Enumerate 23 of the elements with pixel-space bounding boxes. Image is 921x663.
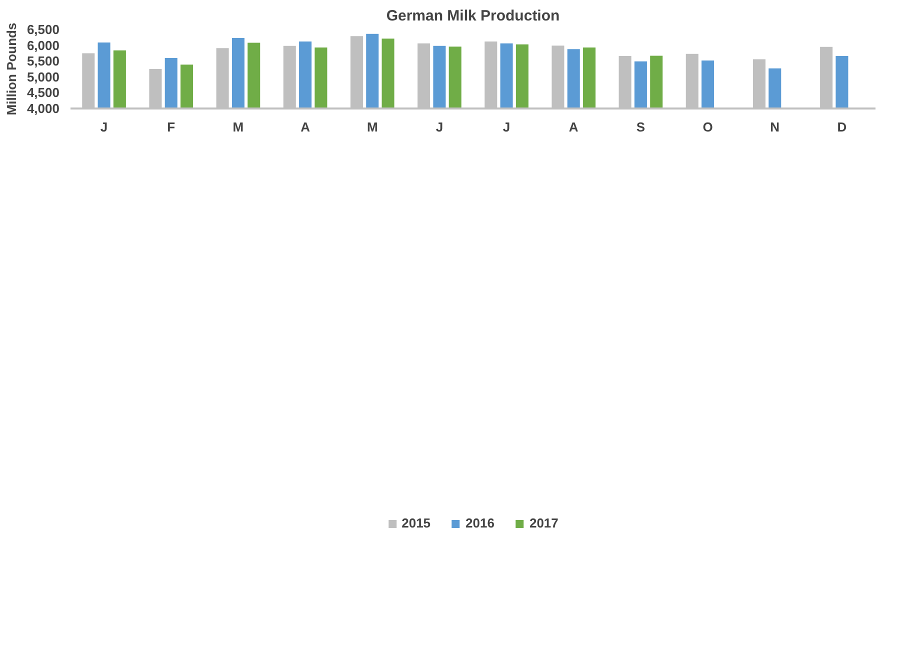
x-tick-label: D — [837, 120, 847, 134]
x-tick-label: N — [770, 120, 780, 134]
x-tick-label: J — [100, 120, 108, 134]
y-tick-label: 4,500 — [26, 85, 60, 100]
y-tick-label: 6,500 — [26, 22, 60, 37]
legend-label: 2016 — [466, 516, 494, 531]
legend-label: 2015 — [402, 516, 431, 531]
x-tick-label: S — [636, 120, 646, 134]
x-tick-label: J — [436, 120, 444, 134]
chart-title: German Milk Production — [386, 8, 560, 24]
legend-label: 2017 — [529, 516, 558, 531]
x-tick-label: M — [366, 120, 378, 134]
y-tick-label: 6,000 — [26, 38, 60, 53]
x-tick-label: J — [502, 120, 510, 134]
y-tick-label: 5,000 — [26, 69, 60, 84]
x-tick-label: A — [568, 120, 579, 134]
y-axis-title: Million Pounds — [4, 22, 19, 116]
x-tick-label: M — [232, 120, 244, 134]
y-tick-label: 5,500 — [26, 54, 60, 69]
x-tick-label: A — [300, 120, 311, 134]
x-tick-label: F — [167, 120, 176, 134]
y-tick-label: 4,000 — [26, 101, 60, 116]
x-tick-label: O — [702, 120, 713, 134]
